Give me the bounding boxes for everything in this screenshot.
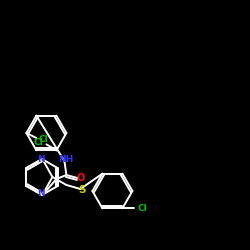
- Text: Cl: Cl: [138, 204, 147, 213]
- Text: NH: NH: [58, 154, 73, 164]
- Text: O: O: [76, 173, 84, 183]
- Text: N: N: [38, 156, 45, 164]
- Text: N: N: [38, 190, 45, 198]
- Text: Cl: Cl: [34, 138, 43, 147]
- Text: S: S: [79, 185, 86, 195]
- Text: Cl: Cl: [38, 134, 48, 143]
